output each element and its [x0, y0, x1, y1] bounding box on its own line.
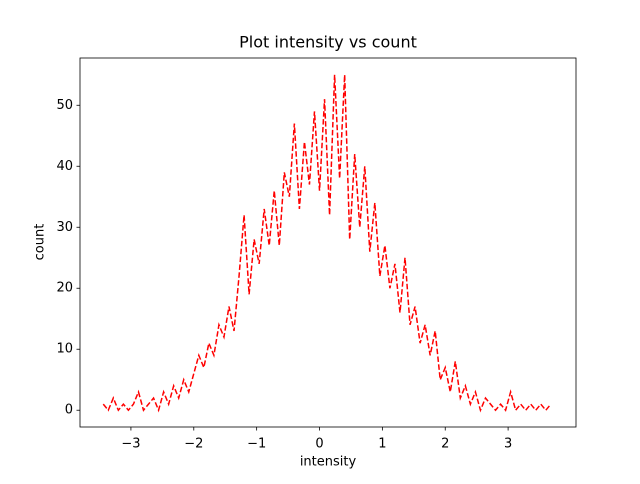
data-line: [102, 74, 552, 413]
y-tick-label: 20: [56, 281, 73, 296]
x-tick-label: −3: [121, 437, 140, 452]
y-tick-label: 10: [56, 342, 73, 357]
x-tick-label: 2: [441, 437, 449, 452]
x-tick-label: −2: [184, 437, 203, 452]
x-tick-label: 1: [378, 437, 386, 452]
x-tick-label: −1: [247, 437, 266, 452]
y-tick-label: 40: [56, 159, 73, 174]
x-tick-label: 3: [504, 437, 512, 452]
y-tick-label: 50: [56, 98, 73, 113]
plot-frame: [79, 57, 577, 428]
y-axis-label: count: [33, 224, 48, 261]
y-tick-label: 30: [56, 220, 73, 235]
x-tick-label: 0: [315, 437, 323, 452]
x-axis-label: intensity: [300, 455, 357, 470]
y-tick-label: 0: [65, 403, 73, 418]
chart-title: Plot intensity vs count: [239, 33, 417, 52]
